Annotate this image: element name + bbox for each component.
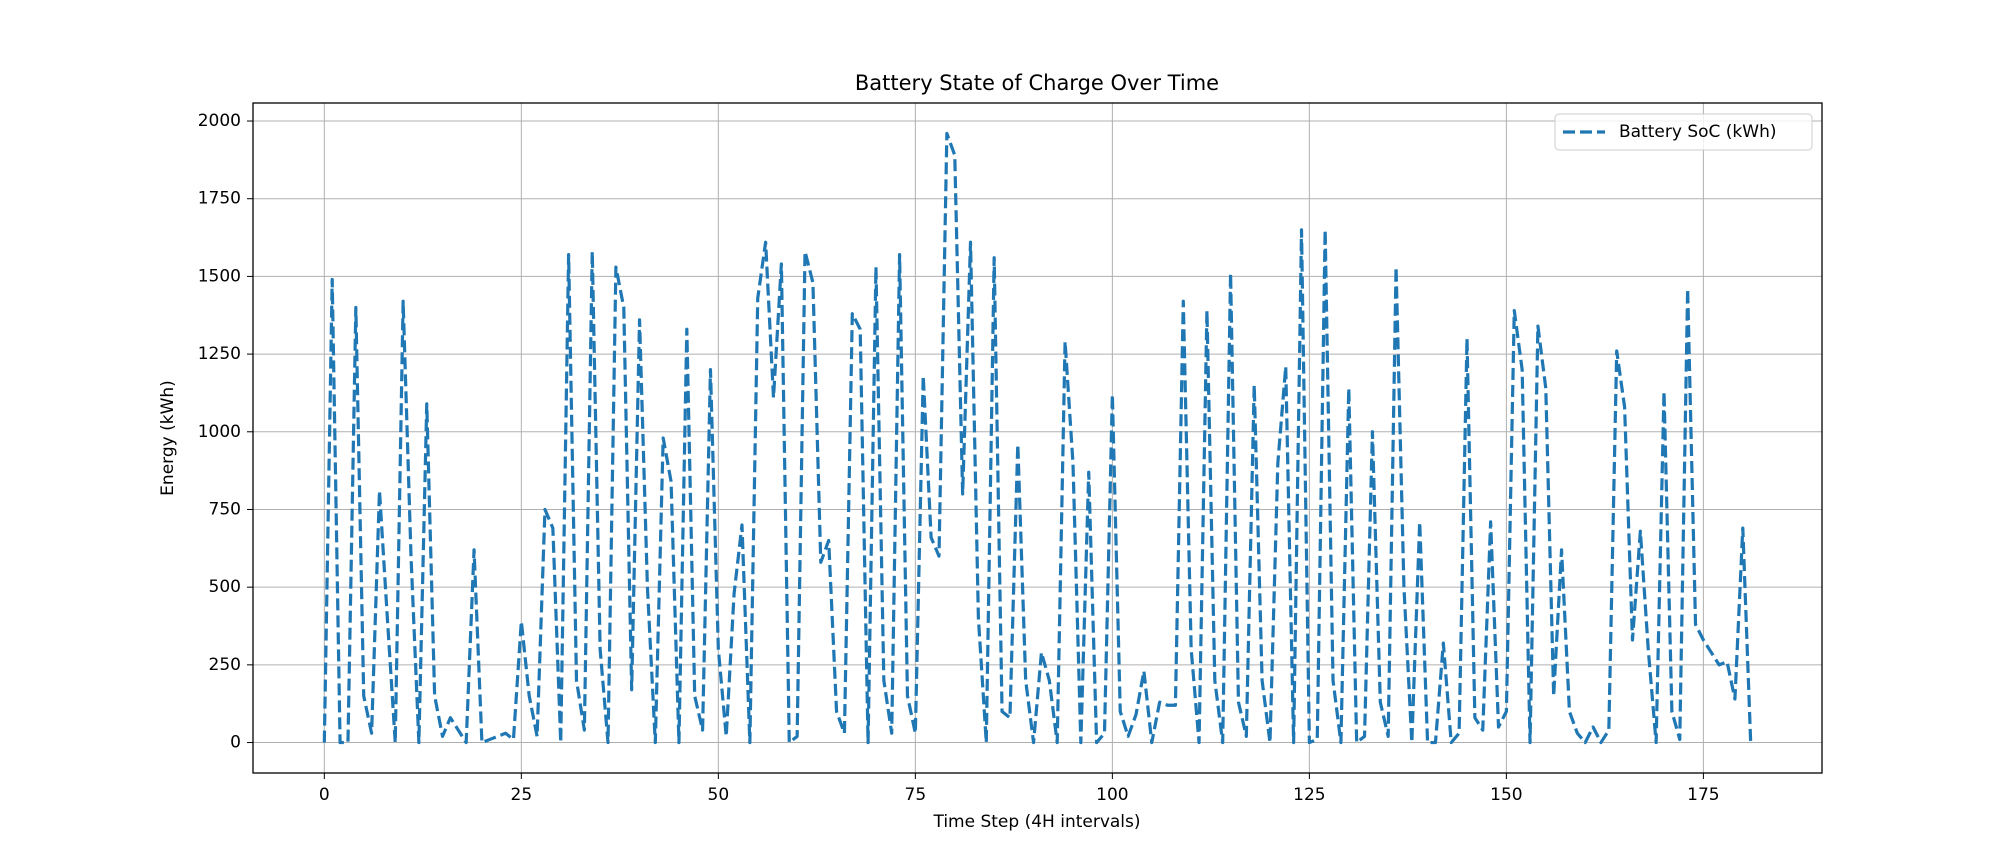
chart-title: Battery State of Charge Over Time bbox=[855, 71, 1219, 95]
y-axis-label: Energy (kWh) bbox=[158, 380, 178, 496]
x-tick-label: 50 bbox=[708, 785, 730, 805]
x-axis-label: Time Step (4H intervals) bbox=[932, 812, 1140, 832]
data-line bbox=[322, 131, 1753, 745]
y-tick-label: 1500 bbox=[198, 266, 241, 286]
y-tick-label: 2000 bbox=[198, 111, 241, 131]
y-tick-label: 1750 bbox=[198, 189, 241, 209]
x-tick-label: 100 bbox=[1096, 785, 1128, 805]
x-tick-label: 125 bbox=[1293, 785, 1325, 805]
y-tick-label: 750 bbox=[209, 499, 241, 519]
y-tick-label: 500 bbox=[209, 577, 241, 597]
y-tick-label: 1250 bbox=[198, 344, 241, 364]
x-tick-label: 75 bbox=[905, 785, 927, 805]
legend-label: Battery SoC (kWh) bbox=[1619, 122, 1776, 142]
plot-frame bbox=[252, 102, 1823, 774]
x-tick-label: 150 bbox=[1490, 785, 1522, 805]
x-tick-label: 0 bbox=[319, 785, 330, 805]
y-tick-label: 1000 bbox=[198, 422, 241, 442]
legend: Battery SoC (kWh) bbox=[1554, 113, 1813, 151]
x-tick-label: 25 bbox=[511, 785, 533, 805]
legend-box bbox=[1554, 113, 1813, 151]
x-tick-label: 175 bbox=[1687, 785, 1719, 805]
y-tick-label: 0 bbox=[230, 733, 241, 753]
y-tick-label: 250 bbox=[209, 655, 241, 675]
